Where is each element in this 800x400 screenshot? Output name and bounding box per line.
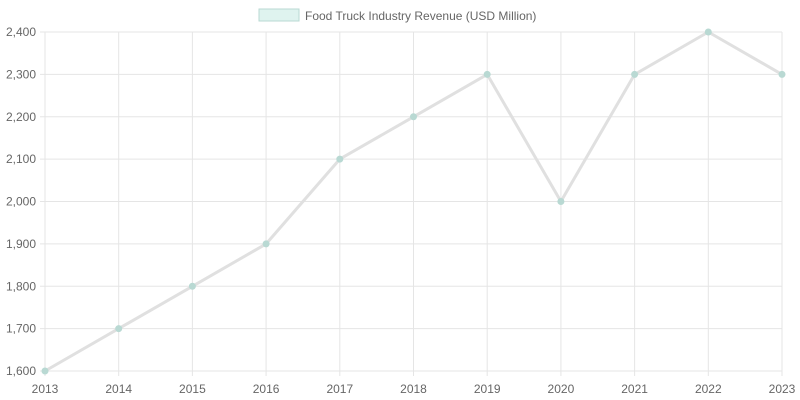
y-tick-label: 2,100 [6, 152, 36, 166]
y-tick-label: 1,800 [6, 279, 36, 293]
data-point[interactable] [410, 113, 417, 121]
data-point[interactable] [631, 70, 639, 78]
x-tick-label: 2014 [105, 382, 132, 396]
y-tick-label: 2,300 [6, 67, 36, 81]
x-tick-label: 2022 [695, 382, 722, 396]
chart-grid [40, 31, 783, 376]
x-tick-label: 2020 [548, 382, 575, 396]
x-tick-label: 2013 [32, 382, 59, 396]
y-tick-label: 1,700 [6, 322, 36, 336]
x-tick-label: 2023 [769, 382, 796, 396]
data-point[interactable] [704, 28, 712, 36]
x-tick-label: 2017 [326, 382, 353, 396]
x-tick-label: 2019 [474, 382, 501, 396]
chart-legend[interactable]: Food Truck Industry Revenue (USD Million… [258, 8, 536, 23]
data-point[interactable] [41, 367, 49, 375]
x-tick-label: 2015 [179, 382, 206, 396]
y-axis: 1,600 1,700 1,800 1,900 2,000 2,100 2,200 2,300… [6, 25, 36, 378]
x-tick-label: 2016 [253, 382, 280, 396]
legend-swatch [258, 8, 300, 22]
y-tick-label: 1,600 [6, 364, 36, 378]
y-tick-label: 2,200 [6, 110, 36, 124]
data-point[interactable] [778, 70, 786, 78]
x-axis: 2013 2014 2015 2016 2017 2018 2019 2020 2021 2022… [32, 382, 796, 396]
y-tick-label: 1,900 [6, 237, 36, 251]
series-group [41, 28, 786, 375]
x-tick-label: 2021 [621, 382, 648, 396]
data-point[interactable] [262, 240, 270, 248]
data-point[interactable] [557, 198, 565, 205]
data-point[interactable] [336, 155, 344, 163]
data-point[interactable] [483, 70, 491, 78]
legend-label: Food Truck Industry Revenue (USD Million… [305, 9, 536, 23]
data-point[interactable] [115, 325, 123, 333]
y-tick-label: 2,000 [6, 195, 36, 209]
x-tick-label: 2018 [400, 382, 427, 396]
data-point[interactable] [188, 282, 196, 290]
y-tick-label: 2,400 [6, 25, 36, 39]
